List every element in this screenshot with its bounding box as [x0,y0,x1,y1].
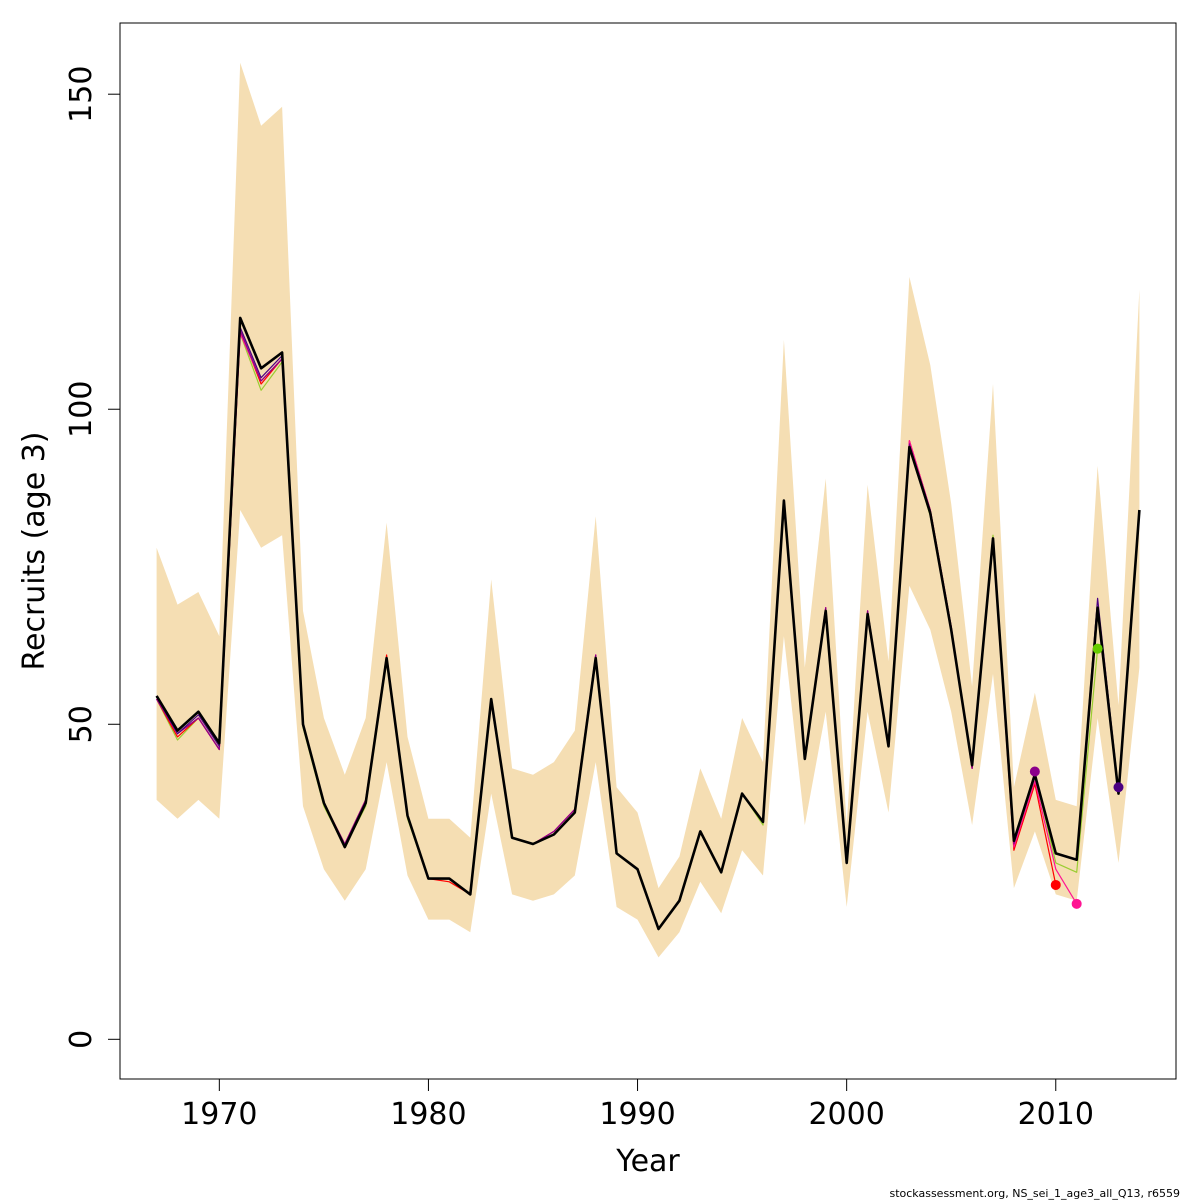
end-point-2 [1050,879,1061,890]
y-tick-label: 150 [64,66,99,123]
x-tick-label: 2000 [808,1097,884,1132]
end-points-layer [1029,643,1124,909]
x-tick-label: 1970 [181,1097,257,1132]
y-axis: 0 50 100 150 [64,66,121,1049]
end-point-1 [1029,766,1040,777]
y-tick-label: 50 [64,705,99,743]
end-point-3 [1071,898,1082,909]
end-point-4 [1092,643,1103,654]
x-axis: 1970 1980 1990 2000 2010 [181,1078,1094,1132]
y-tick-label: 100 [64,381,99,438]
footnote: stockassessment.org, NS_sei_1_age3_all_Q… [889,1187,1180,1200]
confidence-band [156,62,1140,958]
x-tick-label: 1980 [390,1097,466,1132]
y-tick-label: 0 [64,1030,99,1049]
x-tick-label: 2010 [1018,1097,1094,1132]
x-axis-label: Year [615,1144,680,1179]
series-line-1 [155,316,1141,931]
series-layer [155,316,1141,931]
x-tick-label: 1990 [599,1097,675,1132]
y-axis-label: Recruits (age 3) [17,432,52,671]
end-point-5 [1113,782,1124,793]
confidence-band-layer [156,62,1140,958]
